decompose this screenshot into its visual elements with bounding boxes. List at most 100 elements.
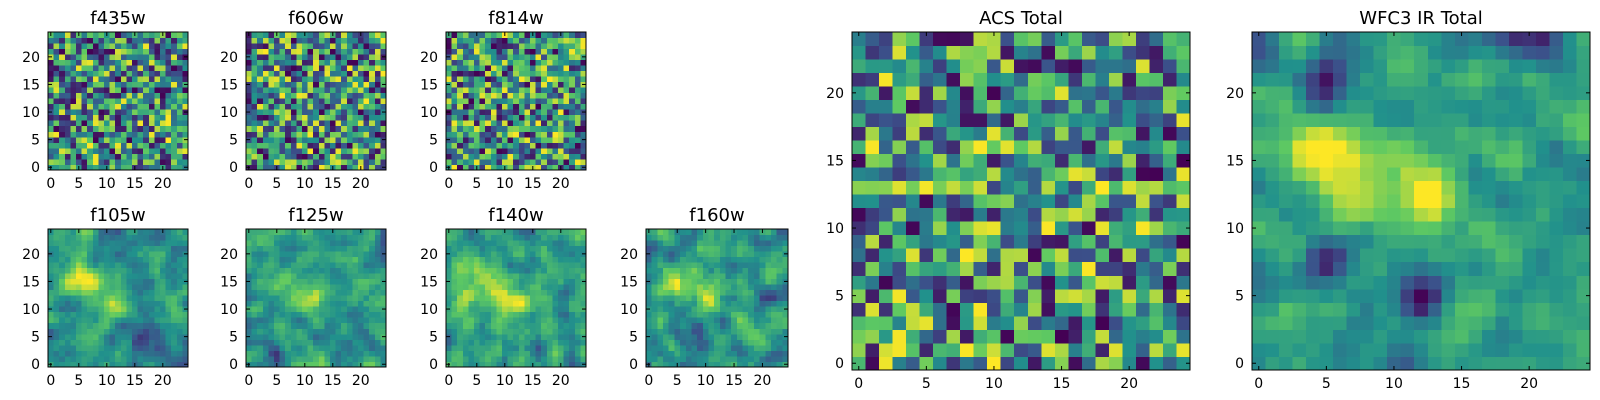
heatmap-cell xyxy=(341,158,348,165)
heatmap-cell xyxy=(663,256,670,263)
heatmap-cell xyxy=(132,81,138,88)
heatmap-cell xyxy=(524,153,531,160)
heatmap-cell xyxy=(1176,167,1191,182)
heatmap-cell xyxy=(380,229,387,235)
heatmap-cell xyxy=(451,278,458,285)
heatmap-cell xyxy=(457,136,464,143)
heatmap-cell xyxy=(307,32,314,38)
heatmap-cell xyxy=(919,356,934,371)
heatmap-cell xyxy=(59,256,66,263)
heatmap-cell xyxy=(160,262,166,269)
heatmap-cell xyxy=(507,59,514,66)
heatmap-cell xyxy=(137,92,144,99)
heatmap-cell xyxy=(552,229,559,235)
heatmap-cell xyxy=(468,114,475,121)
heatmap-cell xyxy=(363,164,370,171)
heatmap-cell xyxy=(541,164,548,171)
heatmap-cell xyxy=(53,284,60,291)
heatmap-cell xyxy=(657,289,664,296)
heatmap-cell xyxy=(132,295,138,302)
heatmap-cell xyxy=(182,158,189,165)
heatmap-cell xyxy=(70,43,77,49)
heatmap-cell xyxy=(879,315,893,330)
heatmap-cell xyxy=(76,147,82,154)
heatmap-cell xyxy=(563,70,570,77)
heatmap-cell xyxy=(507,355,514,362)
heatmap-cell xyxy=(352,273,359,280)
heatmap-cell xyxy=(64,164,71,171)
heatmap-cell xyxy=(770,333,778,340)
heatmap-cell xyxy=(98,153,105,160)
heatmap-cell xyxy=(369,267,376,274)
heatmap-cell xyxy=(490,98,497,105)
heatmap-cell xyxy=(76,98,82,105)
heatmap-cell xyxy=(81,109,88,116)
heatmap-cell xyxy=(120,278,127,285)
heatmap-cell xyxy=(574,355,581,362)
heatmap-cell xyxy=(462,322,469,329)
heatmap-cell xyxy=(324,70,331,77)
heatmap-cell xyxy=(380,153,387,160)
heatmap-cell xyxy=(541,300,548,307)
heatmap-cell xyxy=(479,120,486,127)
heatmap-cell xyxy=(1122,329,1137,344)
heatmap-cells xyxy=(446,32,587,171)
heatmap-cell xyxy=(546,114,553,121)
heatmap-cell xyxy=(973,180,988,195)
heatmap-cell xyxy=(302,256,308,263)
heatmap-cell xyxy=(182,98,189,105)
heatmap-cell xyxy=(960,329,975,344)
heatmap-cell xyxy=(973,288,988,303)
heatmap-cell xyxy=(279,158,286,165)
heatmap-cell xyxy=(462,295,469,302)
heatmap-cell xyxy=(535,350,542,357)
heatmap-cell xyxy=(524,109,531,116)
heatmap-cell xyxy=(574,59,581,66)
heatmap-cell xyxy=(1095,207,1110,222)
heatmap-cell xyxy=(919,167,934,182)
heatmap-cell xyxy=(468,37,475,44)
heatmap-cell xyxy=(708,328,715,335)
heatmap-cell xyxy=(374,81,381,88)
heatmap-cell xyxy=(502,344,508,351)
heatmap-cell xyxy=(1162,275,1177,290)
heatmap-cell xyxy=(290,76,297,83)
y-tick-label: 0 xyxy=(429,357,438,373)
heatmap-cell xyxy=(518,256,525,263)
heatmap-cell xyxy=(318,300,325,307)
heatmap-cell xyxy=(318,98,325,105)
heatmap-cell xyxy=(251,256,258,263)
heatmap-cell xyxy=(48,234,54,241)
heatmap-cell xyxy=(335,147,342,154)
heatmap-cell xyxy=(892,221,907,236)
heatmap-cell xyxy=(524,262,531,269)
heatmap-cell xyxy=(290,344,297,351)
heatmap-cell xyxy=(109,43,116,49)
heatmap-cell xyxy=(852,329,866,344)
heatmap-cell xyxy=(279,333,286,340)
heatmap-cell xyxy=(313,136,320,143)
heatmap-cell xyxy=(563,311,570,318)
heatmap-cell xyxy=(109,284,116,291)
heatmap-cell xyxy=(64,256,71,263)
heatmap-cell xyxy=(115,355,122,362)
heatmap-cell xyxy=(307,229,314,235)
heatmap-cell xyxy=(759,311,766,318)
heatmap-cell xyxy=(358,37,364,44)
heatmap-cell xyxy=(290,120,297,127)
heatmap-cell xyxy=(490,262,497,269)
heatmap-cell xyxy=(457,164,464,171)
heatmap-cell xyxy=(574,136,581,143)
heatmap-cell xyxy=(380,234,387,241)
heatmap-cell xyxy=(126,273,133,280)
heatmap-cell xyxy=(502,37,508,44)
heatmap-cell xyxy=(490,306,497,313)
heatmap-cell xyxy=(1068,261,1083,276)
heatmap-cell xyxy=(474,43,480,49)
heatmap-cell xyxy=(251,306,258,313)
heatmap-cell xyxy=(324,300,331,307)
heatmap-cell xyxy=(485,92,492,99)
heatmap-cell xyxy=(76,240,82,246)
heatmap-cell xyxy=(374,295,381,302)
heatmap-cell xyxy=(574,267,581,274)
